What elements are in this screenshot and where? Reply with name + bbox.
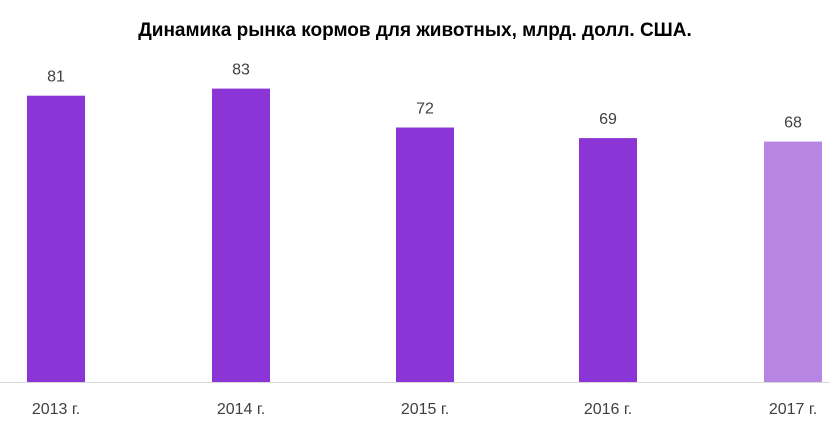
value-label-3: 69 [599,111,617,128]
bar-3 [579,138,637,382]
chart-title: Динамика рынка кормов для животных, млрд… [138,20,692,41]
bars [27,88,822,382]
tick-label-3: 2016 г. [584,401,632,418]
value-labels: 81 83 72 69 68 [47,62,802,132]
bar-1 [212,88,270,382]
bar-2 [396,127,454,382]
tick-label-4: 2017 г. [769,401,817,418]
value-label-1: 83 [232,62,250,79]
value-label-2: 72 [416,101,434,118]
x-axis-tick-labels: 2013 г. 2014 г. 2015 г. 2016 г. 2017 г. [32,401,817,418]
value-label-0: 81 [47,69,65,86]
tick-label-0: 2013 г. [32,401,80,418]
tick-label-2: 2015 г. [401,401,449,418]
bar-4 [764,141,822,382]
bar-0 [27,95,85,382]
tick-label-1: 2014 г. [217,401,265,418]
value-label-4: 68 [784,115,802,132]
